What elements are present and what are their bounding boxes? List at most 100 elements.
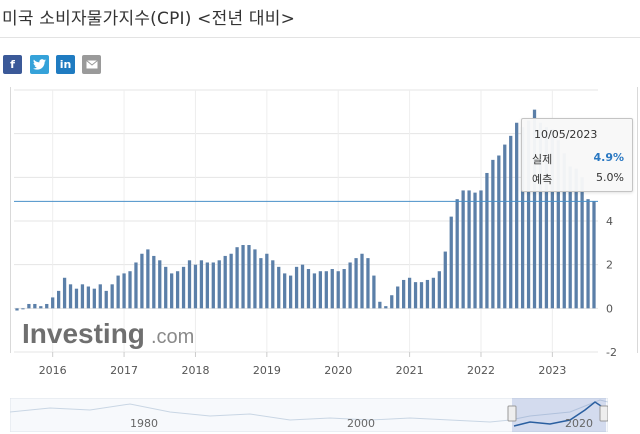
bar[interactable] (526, 120, 531, 309)
bar[interactable] (503, 144, 507, 309)
bar[interactable] (62, 277, 67, 309)
bar[interactable] (568, 166, 572, 309)
bar[interactable] (33, 303, 37, 309)
bar[interactable] (288, 275, 293, 309)
email-share-button[interactable] (82, 55, 101, 74)
bar[interactable] (199, 260, 204, 309)
bar[interactable] (520, 127, 525, 309)
bar[interactable] (562, 153, 566, 309)
twitter-share-button[interactable] (30, 55, 49, 74)
bar[interactable] (324, 271, 328, 309)
bar[interactable] (378, 301, 382, 309)
bar[interactable] (342, 269, 346, 309)
bar[interactable] (574, 168, 578, 309)
bar[interactable] (164, 266, 168, 309)
bar[interactable] (318, 271, 323, 309)
bar[interactable] (419, 282, 424, 309)
bar[interactable] (425, 279, 430, 309)
bar[interactable] (140, 253, 144, 309)
bar[interactable] (532, 109, 537, 309)
bar[interactable] (592, 201, 596, 309)
bar[interactable] (128, 271, 132, 309)
bar[interactable] (57, 290, 61, 309)
bar[interactable] (336, 271, 340, 309)
bar[interactable] (384, 306, 388, 309)
bar[interactable] (211, 262, 215, 309)
bar[interactable] (193, 264, 198, 309)
bar[interactable] (538, 122, 543, 309)
bar[interactable] (39, 306, 43, 309)
bar[interactable] (217, 260, 221, 309)
bar[interactable] (146, 249, 150, 309)
bar[interactable] (259, 258, 263, 309)
bar[interactable] (390, 295, 394, 309)
bar[interactable] (360, 253, 364, 309)
bar[interactable] (312, 273, 317, 309)
bar[interactable] (187, 260, 192, 309)
range-navigator[interactable]: 1980 2000 2020 (10, 398, 608, 432)
bar[interactable] (74, 288, 79, 309)
bar[interactable] (241, 245, 245, 309)
bar[interactable] (330, 269, 334, 309)
bar[interactable] (413, 282, 418, 309)
navigator-left-handle[interactable] (507, 405, 517, 422)
bar[interactable] (402, 279, 406, 309)
bar[interactable] (306, 269, 311, 309)
bar[interactable] (271, 260, 275, 309)
bar[interactable] (98, 284, 102, 309)
facebook-share-button[interactable]: f (3, 55, 22, 74)
bar[interactable] (235, 247, 239, 309)
bar[interactable] (497, 155, 501, 309)
bar[interactable] (491, 159, 495, 309)
bar[interactable] (449, 216, 453, 309)
bar[interactable] (550, 129, 554, 309)
bar[interactable] (104, 290, 108, 309)
bar[interactable] (473, 192, 477, 309)
bar[interactable] (247, 245, 251, 309)
bar[interactable] (205, 262, 209, 309)
bar[interactable] (229, 253, 233, 309)
bar[interactable] (515, 122, 519, 309)
navigator-selected-range[interactable] (512, 398, 606, 432)
bar[interactable] (45, 303, 49, 309)
bar[interactable] (294, 266, 299, 309)
bar[interactable] (354, 258, 358, 309)
bar[interactable] (407, 277, 412, 309)
navigator-right-handle[interactable] (599, 405, 608, 422)
bar[interactable] (86, 286, 91, 309)
bar[interactable] (580, 177, 584, 309)
bar[interactable] (21, 308, 25, 310)
bar[interactable] (437, 271, 441, 309)
bar[interactable] (223, 255, 227, 309)
bar[interactable] (467, 190, 471, 309)
bar[interactable] (396, 286, 400, 309)
bar[interactable] (15, 308, 19, 311)
bar[interactable] (283, 273, 287, 309)
bar[interactable] (479, 190, 483, 309)
bar[interactable] (455, 199, 459, 309)
bar[interactable] (277, 266, 281, 309)
bar[interactable] (431, 277, 436, 309)
bar[interactable] (348, 262, 352, 309)
bar[interactable] (122, 273, 126, 309)
bar[interactable] (170, 273, 174, 309)
bar[interactable] (265, 253, 269, 309)
bar[interactable] (27, 303, 31, 309)
bar[interactable] (51, 297, 55, 309)
bar[interactable] (181, 266, 186, 309)
bar[interactable] (92, 288, 96, 309)
bar[interactable] (152, 255, 156, 309)
bar[interactable] (175, 271, 180, 309)
bar[interactable] (544, 127, 549, 309)
bar[interactable] (80, 284, 85, 309)
bar[interactable] (556, 140, 560, 309)
bar[interactable] (300, 264, 305, 309)
bar[interactable] (461, 190, 465, 309)
bar[interactable] (68, 284, 73, 309)
bar[interactable] (134, 262, 138, 309)
bar[interactable] (372, 275, 376, 309)
bar[interactable] (586, 199, 590, 309)
bar[interactable] (366, 258, 370, 309)
bar[interactable] (253, 249, 257, 309)
bar[interactable] (158, 260, 162, 309)
